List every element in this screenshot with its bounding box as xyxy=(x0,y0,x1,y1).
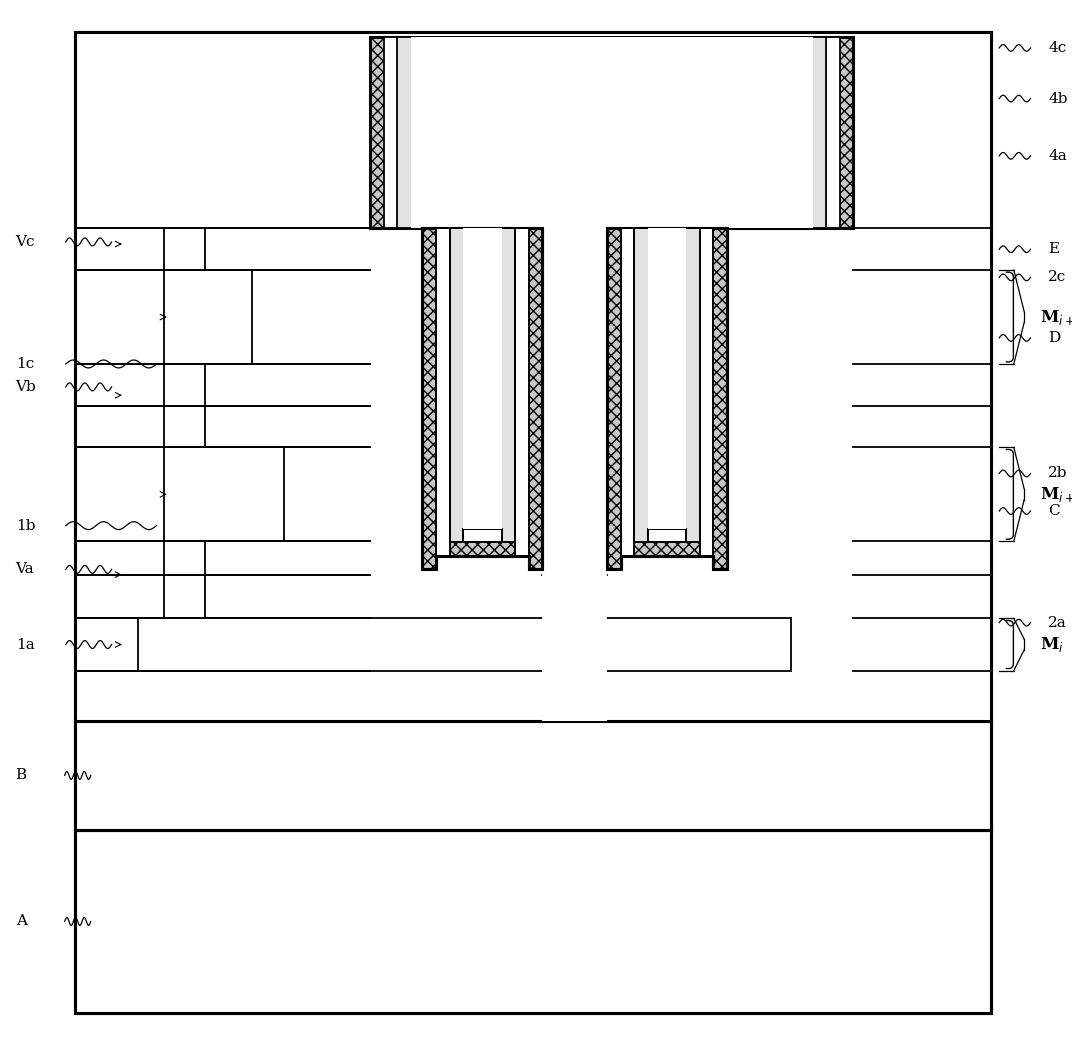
Bar xyxy=(164,364,206,405)
Text: A: A xyxy=(16,914,27,928)
Bar xyxy=(370,38,853,229)
Text: M$_i$: M$_i$ xyxy=(1040,635,1063,654)
Bar xyxy=(164,447,284,541)
Bar xyxy=(164,405,206,447)
Bar xyxy=(75,830,991,1013)
Polygon shape xyxy=(449,229,516,542)
Bar xyxy=(75,32,991,1013)
Bar xyxy=(164,229,206,270)
Bar xyxy=(137,619,791,671)
Bar xyxy=(75,32,991,1013)
Bar xyxy=(542,229,607,721)
Text: 1c: 1c xyxy=(16,357,34,371)
Text: 4a: 4a xyxy=(1048,148,1067,163)
Text: 2c: 2c xyxy=(1048,271,1067,284)
Bar xyxy=(164,270,252,364)
Polygon shape xyxy=(436,229,528,556)
Bar xyxy=(164,575,206,619)
Text: 4b: 4b xyxy=(1048,92,1068,106)
Bar xyxy=(384,38,839,229)
Text: 2b: 2b xyxy=(1048,466,1068,481)
Bar xyxy=(75,32,991,721)
Bar xyxy=(463,229,502,529)
Polygon shape xyxy=(635,229,700,542)
Text: C: C xyxy=(1048,504,1060,518)
Text: Vb: Vb xyxy=(16,380,36,394)
Bar xyxy=(727,38,813,229)
Polygon shape xyxy=(422,229,542,570)
Polygon shape xyxy=(607,229,727,570)
Text: Vc: Vc xyxy=(16,235,35,249)
Text: Va: Va xyxy=(16,562,34,577)
Text: 4c: 4c xyxy=(1048,41,1067,55)
Text: M$_{i+1}$: M$_{i+1}$ xyxy=(1040,485,1072,504)
Bar xyxy=(542,38,607,229)
Text: M$_{i+2}$: M$_{i+2}$ xyxy=(1040,307,1072,326)
Text: 2a: 2a xyxy=(1048,616,1067,630)
Bar xyxy=(75,721,991,830)
Polygon shape xyxy=(621,229,714,556)
Bar xyxy=(411,38,422,229)
Text: B: B xyxy=(16,768,27,783)
Text: D: D xyxy=(1048,331,1060,345)
Text: 1b: 1b xyxy=(16,518,35,533)
Bar xyxy=(164,541,206,575)
Bar xyxy=(411,38,813,229)
Text: E: E xyxy=(1048,242,1059,256)
Bar xyxy=(647,229,686,529)
Bar xyxy=(398,38,827,229)
Text: 1a: 1a xyxy=(16,637,34,651)
